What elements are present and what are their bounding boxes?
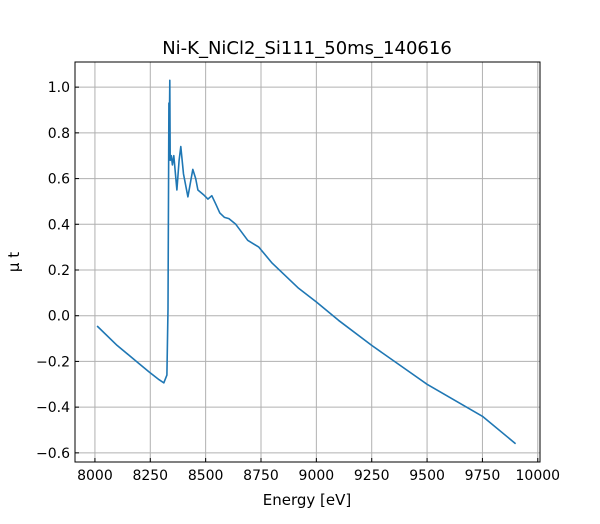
plot-frame [74,61,541,463]
y-tick-label: 0.8 [48,126,70,142]
x-tick-label: 9000 [299,468,335,484]
x-tick-label: 10000 [516,468,561,484]
chart-title: Ni-K_NiCl2_Si111_50ms_140616 [162,38,452,59]
y-axis-label: μ t [5,252,23,272]
x-tick-label: 8250 [132,468,168,484]
y-tick-label: 1.0 [48,80,70,96]
y-tick-label: −0.4 [36,400,70,416]
y-tick-label: 0.6 [48,172,70,188]
y-tick-label: −0.6 [36,446,70,462]
x-tick-label: 9250 [354,468,390,484]
x-tick-label: 8750 [243,468,279,484]
x-tick-label: 9750 [465,468,501,484]
x-tick-label: 9500 [409,468,445,484]
y-tick-label: 0.2 [48,263,70,279]
y-tick-label: 0.0 [48,309,70,325]
x-tick-label: 8500 [188,468,224,484]
y-tick-label: 0.4 [48,217,70,233]
y-tick-label: −0.2 [36,354,70,370]
series-line-mu_t [96,79,517,445]
x-tick-label: 8000 [77,468,113,484]
x-axis-label: Energy [eV] [263,491,351,509]
